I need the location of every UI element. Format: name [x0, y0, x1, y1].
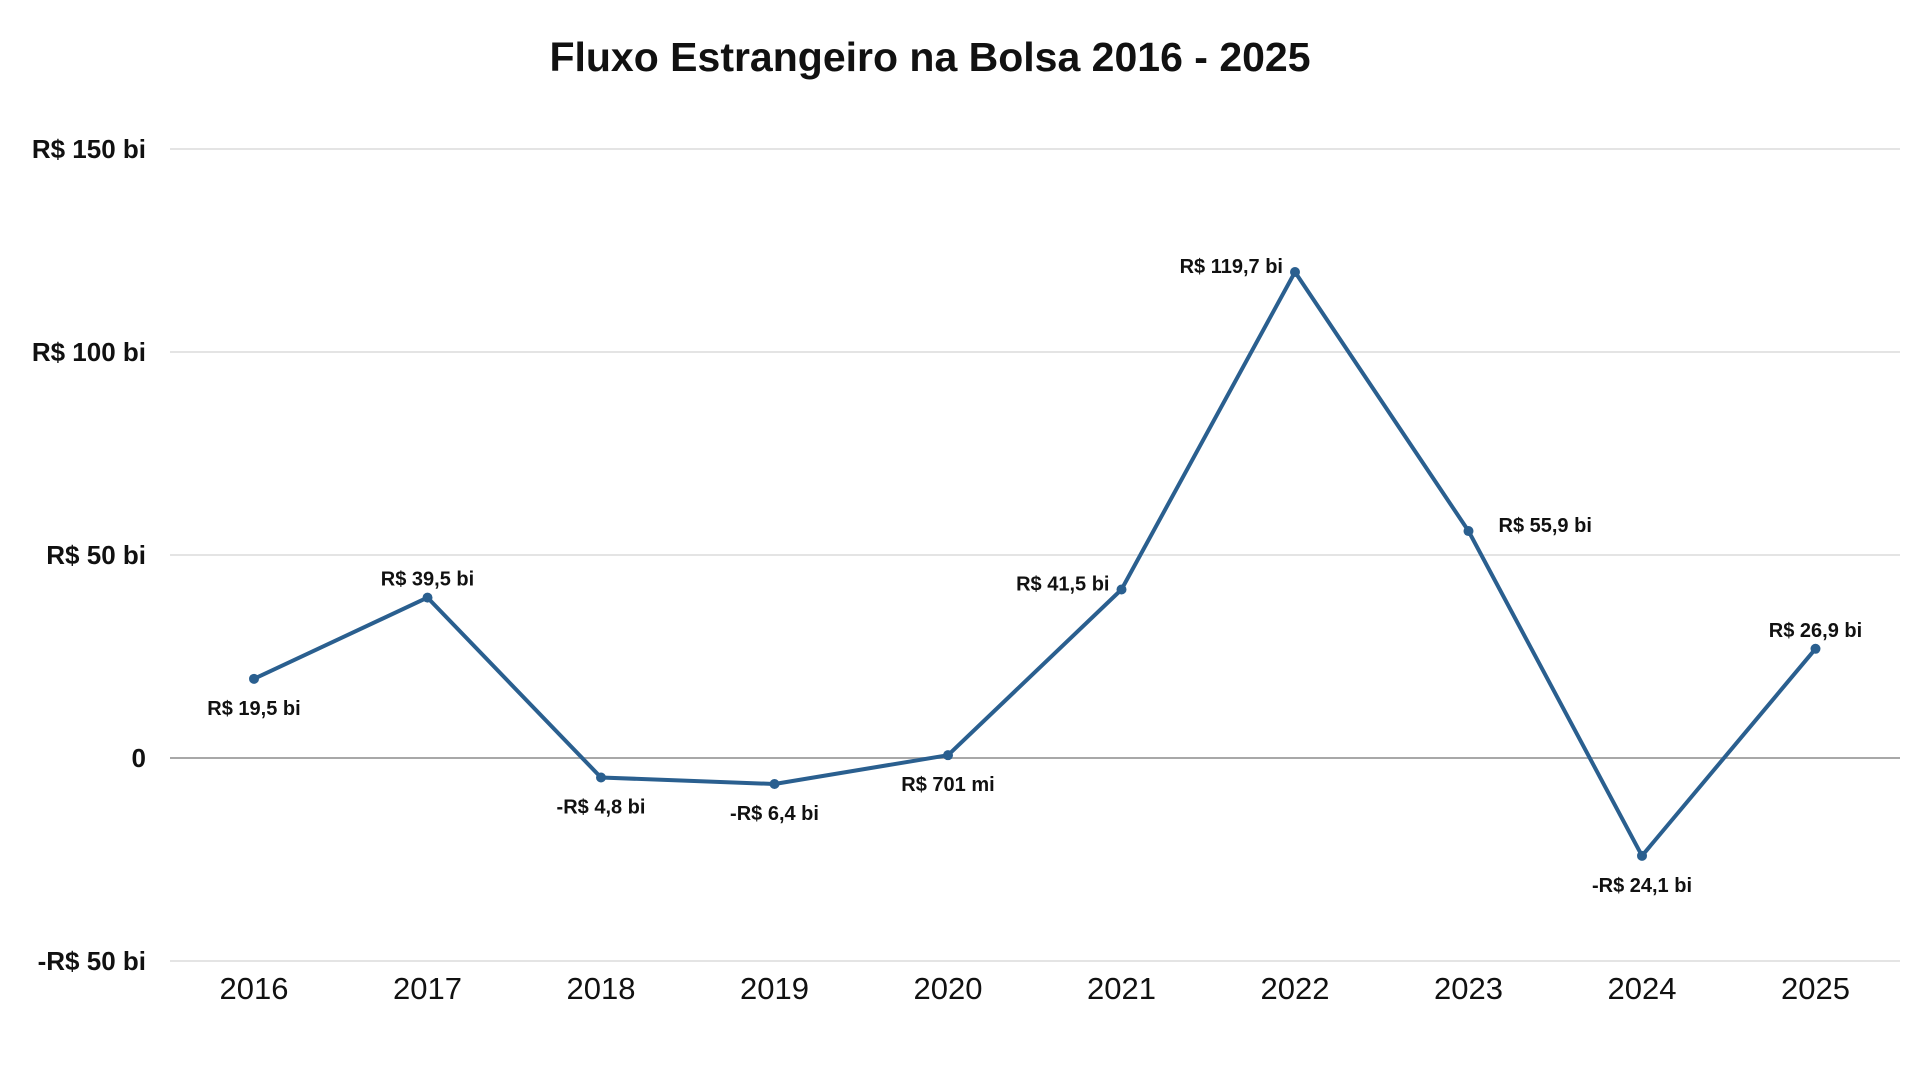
series-line [252, 270, 1818, 858]
data-label: R$ 26,9 bi [1769, 620, 1862, 642]
data-label: -R$ 4,8 bi [557, 796, 646, 818]
data-label: -R$ 6,4 bi [730, 803, 819, 825]
x-tick-label: 2019 [740, 971, 809, 1006]
data-point [1637, 850, 1647, 861]
data-point [943, 750, 953, 761]
data-label: -R$ 24,1 bi [1592, 875, 1692, 897]
data-point [1463, 526, 1474, 537]
x-tick-label: 2020 [914, 971, 983, 1006]
x-tick-label: 2025 [1781, 971, 1850, 1006]
x-tick-label: 2017 [393, 971, 462, 1006]
data-point [769, 778, 780, 789]
x-tick-label: 2021 [1087, 971, 1156, 1006]
y-tick-label: R$ 50 bi [46, 540, 146, 570]
y-tick-label: -R$ 50 bi [38, 946, 146, 976]
data-label: R$ 55,9 bi [1499, 515, 1592, 537]
data-label: R$ 41,5 bi [1016, 574, 1109, 596]
data-label: R$ 701 mi [901, 774, 994, 796]
y-tick-label: 0 [132, 743, 146, 773]
data-point [422, 592, 433, 603]
x-tick-label: 2018 [567, 971, 636, 1006]
data-point [596, 772, 606, 783]
x-tick-label: 2016 [220, 971, 289, 1006]
data-point [1810, 643, 1821, 654]
data-point [1290, 267, 1300, 278]
y-tick-label: R$ 150 bi [32, 134, 146, 164]
data-point [1116, 584, 1127, 595]
data-label: R$ 119,7 bi [1180, 256, 1283, 278]
x-tick-label: 2024 [1608, 971, 1677, 1006]
x-tick-label: 2022 [1261, 971, 1330, 1006]
data-label: R$ 39,5 bi [381, 569, 474, 591]
data-label: R$ 19,5 bi [207, 698, 300, 720]
y-tick-label: R$ 100 bi [32, 337, 146, 367]
data-point [249, 673, 259, 684]
x-tick-label: 2023 [1434, 971, 1503, 1006]
chart-title: Fluxo Estrangeiro na Bolsa 2016 - 2025 [549, 34, 1311, 80]
